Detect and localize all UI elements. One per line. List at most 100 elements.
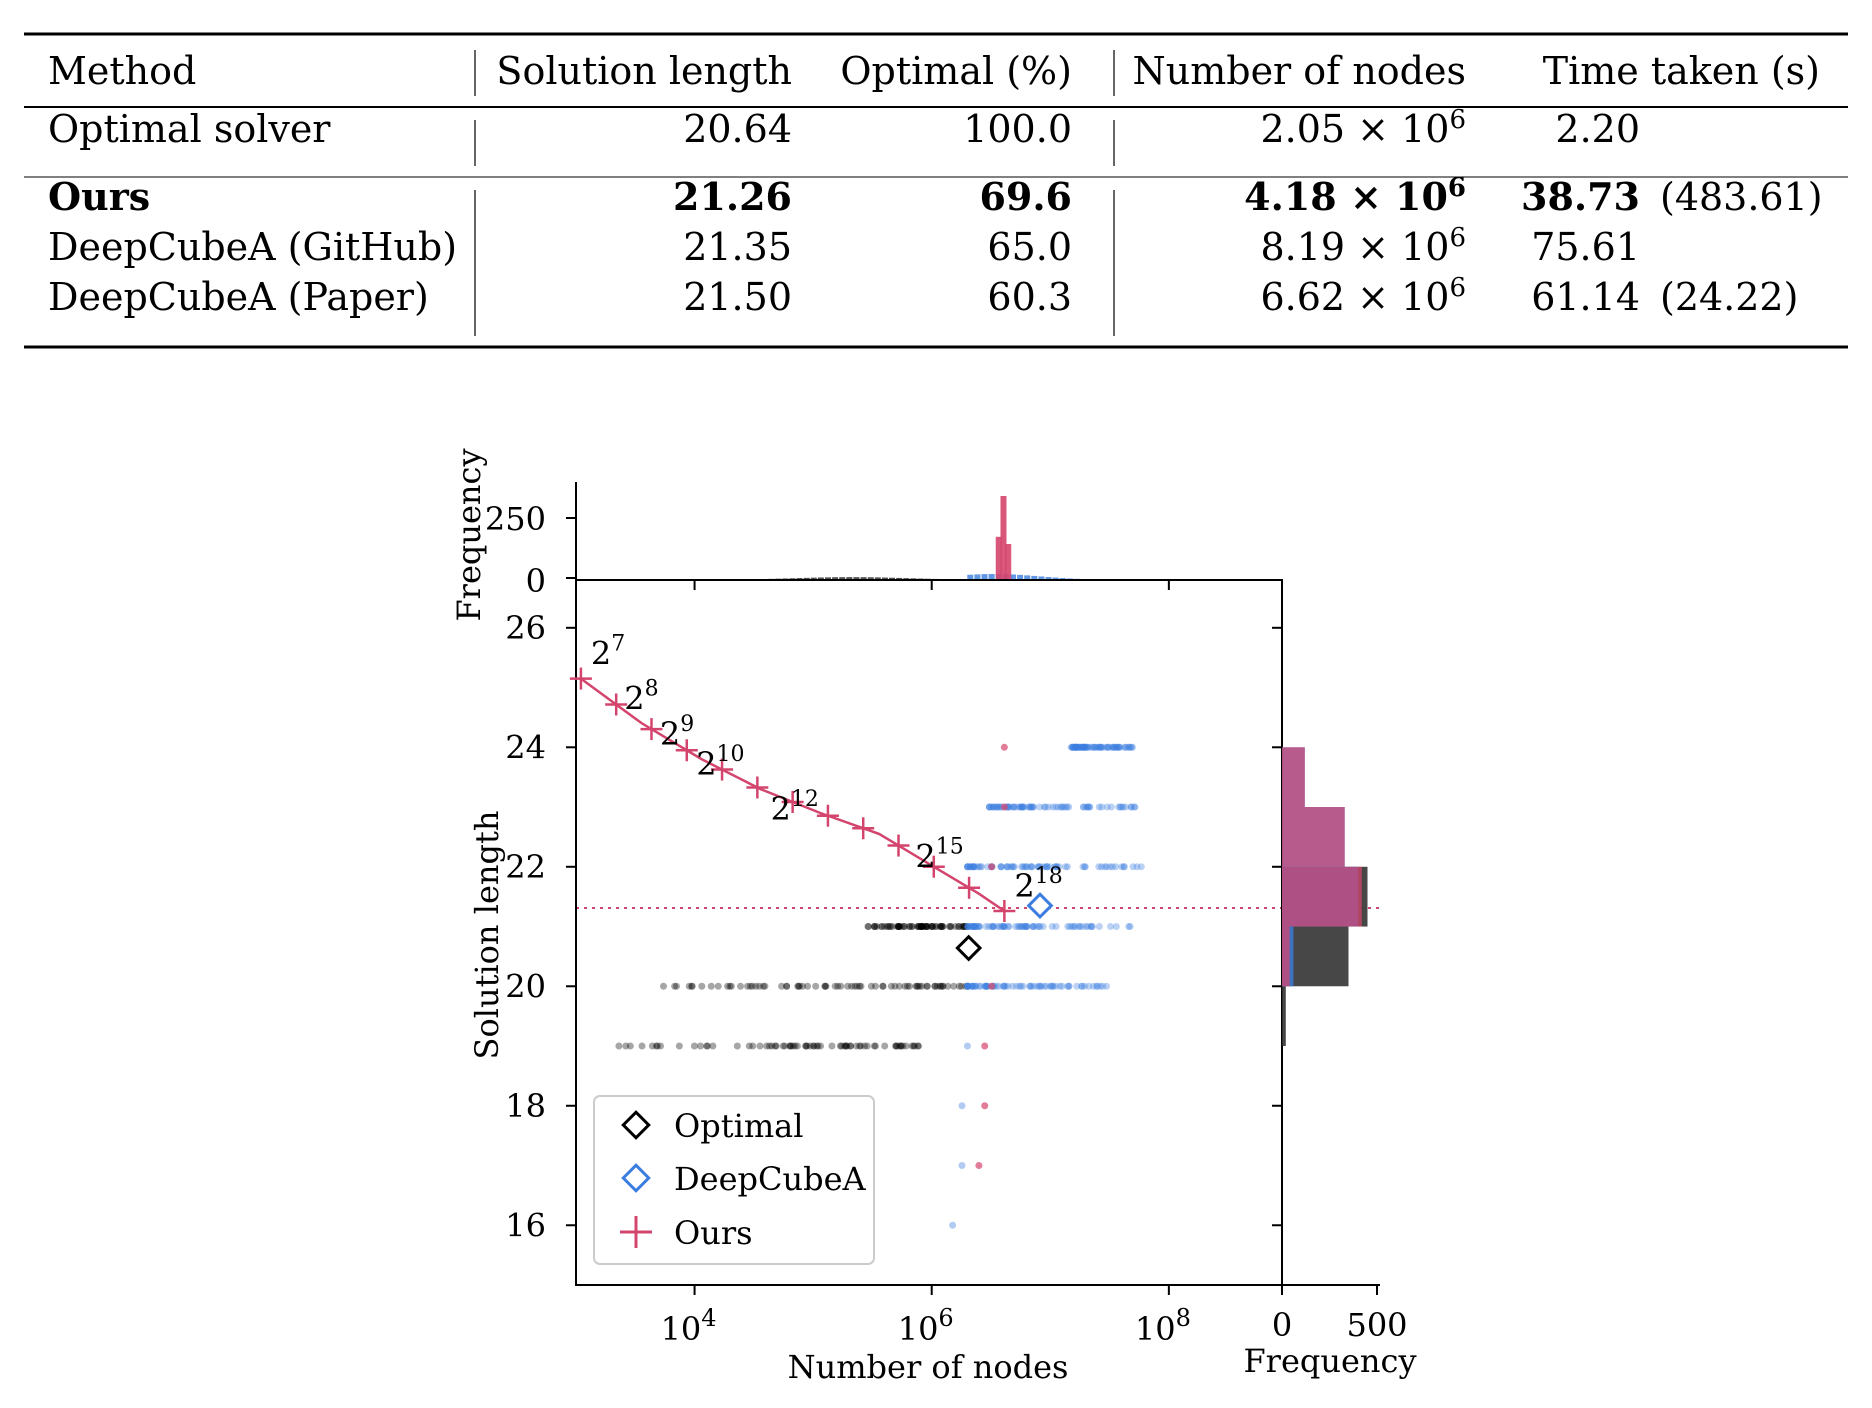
- scatter-point: [863, 1042, 871, 1050]
- scatter-point: [1071, 743, 1079, 751]
- scatter-point: [918, 982, 926, 990]
- scatter-point: [1082, 743, 1090, 751]
- scatter-point: [778, 982, 786, 990]
- scatter-point: [982, 982, 990, 990]
- scatter-point: [1056, 982, 1064, 990]
- scatter-point: [745, 1042, 753, 1050]
- scatter-point: [802, 1042, 810, 1050]
- scatter-point: [1058, 803, 1066, 811]
- scatter-point: [1075, 923, 1083, 931]
- scatter-point: [1052, 923, 1060, 931]
- row-optimal: 60.3: [987, 275, 1072, 319]
- scatter-point: [1078, 743, 1086, 751]
- scatter-point: [997, 863, 1005, 871]
- scatter-point: [1064, 923, 1072, 931]
- scatter-point: [870, 1042, 878, 1050]
- top-hist-bar: [1045, 577, 1052, 580]
- scatter-point: [1043, 863, 1051, 871]
- scatter-point: [1081, 982, 1089, 990]
- right-histogram: [1282, 747, 1368, 1047]
- scatter-point: [1078, 743, 1086, 751]
- scatter-point: [1091, 743, 1099, 751]
- header-method: Method: [48, 49, 196, 93]
- scatter-point-deepcubea: [949, 1221, 957, 1229]
- scatter-point: [1023, 863, 1031, 871]
- scatter-point: [1117, 803, 1125, 811]
- scatter-point: [1077, 743, 1085, 751]
- row-method: DeepCubeA (GitHub): [48, 225, 457, 269]
- scatter-point: [1112, 743, 1120, 751]
- scatter-point: [918, 923, 926, 931]
- scatter-point: [877, 923, 885, 931]
- scatter-point: [1093, 982, 1101, 990]
- scatter-point: [846, 1042, 854, 1050]
- scatter-point: [724, 982, 732, 990]
- scatter-point: [1017, 923, 1025, 931]
- row-optimal: 65.0: [987, 225, 1072, 269]
- scatter-point: [968, 982, 976, 990]
- scatter-point: [1021, 863, 1029, 871]
- scatter-point-ours: [1000, 803, 1008, 811]
- scatter-point: [981, 982, 989, 990]
- scatter-point: [703, 1042, 711, 1050]
- scatter-point: [993, 923, 1001, 931]
- scatter-point: [937, 982, 945, 990]
- scatter-point: [1017, 803, 1025, 811]
- scatter-point-ours: [981, 1102, 989, 1110]
- scatter-point: [1065, 982, 1073, 990]
- scatter-point: [857, 1042, 865, 1050]
- results-table: Method Solution length Optimal (%) Numbe…: [0, 0, 1872, 360]
- scatter-point: [794, 982, 802, 990]
- legend-ours-label: Ours: [674, 1214, 753, 1252]
- scatter-point: [967, 923, 975, 931]
- scatter-point: [837, 1042, 845, 1050]
- scatter-point: [958, 923, 966, 931]
- scatter-point: [1037, 863, 1045, 871]
- scatter-point-deepcubea: [963, 1042, 971, 1050]
- scatter-point: [1103, 982, 1111, 990]
- scatter-point: [1046, 982, 1054, 990]
- scatter-point: [1090, 743, 1098, 751]
- scatter-point: [969, 863, 977, 871]
- scatter-point: [1118, 863, 1126, 871]
- scatter-point: [986, 803, 994, 811]
- scatter-point: [1039, 923, 1047, 931]
- scatter-point: [955, 923, 963, 931]
- scatter-point: [891, 982, 899, 990]
- scatter-point: [1131, 803, 1139, 811]
- scatter-point-ours: [988, 863, 996, 871]
- ours-label: 218: [1014, 864, 1062, 905]
- scatter-point: [1106, 863, 1114, 871]
- scatter-point: [987, 803, 995, 811]
- scatter-point: [672, 982, 680, 990]
- scatter-point: [1121, 743, 1129, 751]
- scatter-point: [1083, 743, 1091, 751]
- scatter-point: [786, 1042, 794, 1050]
- legend-optimal-label: Optimal: [674, 1107, 803, 1145]
- top-hist-bar: [889, 577, 896, 580]
- scatter-point: [1003, 863, 1011, 871]
- scatter-point: [1014, 803, 1022, 811]
- scatter-point: [1078, 982, 1086, 990]
- results-table-svg: Method Solution length Optimal (%) Numbe…: [24, 32, 1848, 349]
- scatter-point: [1125, 743, 1133, 751]
- scatter-point: [1085, 982, 1093, 990]
- scatter-point: [965, 923, 973, 931]
- scatter-point: [1052, 863, 1060, 871]
- scatter-point: [1070, 923, 1078, 931]
- scatter-point: [908, 923, 916, 931]
- scatter-point: [1036, 803, 1044, 811]
- scatter-point: [733, 1042, 741, 1050]
- scatter-point: [887, 923, 895, 931]
- scatter-point: [1024, 803, 1032, 811]
- scatter-point: [985, 923, 993, 931]
- scatter-point: [837, 982, 845, 990]
- scatter-point: [622, 1042, 630, 1050]
- scatter-point: [997, 863, 1005, 871]
- ours-label: 28: [624, 676, 658, 717]
- ours-label: 29: [660, 712, 694, 753]
- scatter-point: [971, 923, 979, 931]
- deepcubea-marker: [1026, 892, 1054, 920]
- scatter-point: [1017, 923, 1025, 931]
- scatter-point: [1076, 743, 1084, 751]
